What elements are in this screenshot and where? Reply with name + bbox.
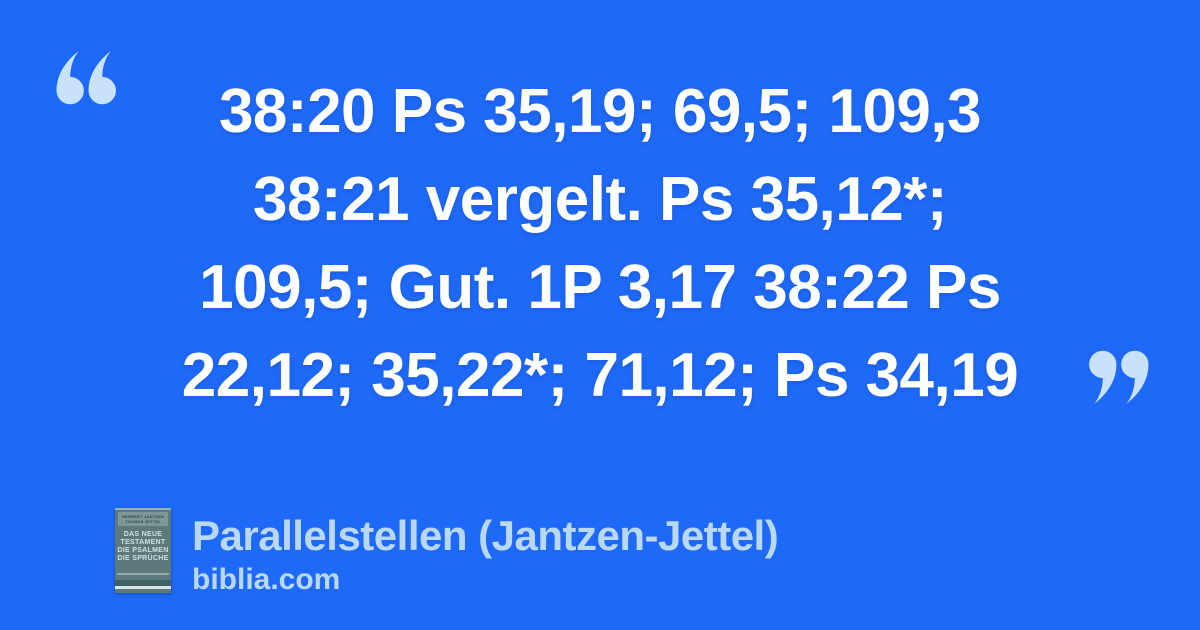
cover-title-line: TESTAMENT (120, 539, 166, 546)
cover-bottom-edge (115, 586, 171, 589)
cover-title: DAS NEUE TESTAMENT DIE PSALMEN DIE SPRÜC… (115, 531, 171, 563)
cover-author-line: THOMAS JETTEL (125, 519, 161, 524)
quote-line: 109,5; Gut. 1P 3,17 38:22 Ps (199, 253, 1001, 322)
quote-line: 38:21 vergelt. Ps 35,12*; (252, 165, 948, 234)
book-cover-thumbnail: HERBERT JANTZEN THOMAS JETTEL DAS NEUE T… (115, 508, 171, 593)
cover-bottom-band (115, 580, 171, 586)
cover-title-line: DIE SPRÜCHE (117, 555, 169, 562)
source-site: biblia.com (192, 563, 341, 596)
cover-top-edge (115, 508, 171, 510)
quote-line: 22,12; 35,22*; 71,12; Ps 34,19 (181, 341, 1019, 410)
quote-text-block: 38:20 Ps 35,19; 69,5; 109,3 38:21 vergel… (0, 68, 1200, 420)
cover-author-line: HERBERT JANTZEN (122, 514, 164, 519)
source-attribution: Parallelstellen (Jantzen-Jettel) biblia.… (192, 508, 779, 596)
source-title: Parallelstellen (Jantzen-Jettel) (192, 512, 779, 559)
cover-title-line: DIE PSALMEN (117, 547, 169, 554)
cover-divider (117, 573, 169, 575)
open-quote-icon (56, 51, 116, 105)
footer: HERBERT JANTZEN THOMAS JETTEL DAS NEUE T… (115, 508, 779, 596)
cover-title-line: DAS NEUE (123, 531, 163, 538)
cover-authors: HERBERT JANTZEN THOMAS JETTEL (118, 512, 168, 526)
quote-line: 38:20 Ps 35,19; 69,5; 109,3 (218, 77, 982, 146)
close-quote-icon (1089, 350, 1149, 404)
